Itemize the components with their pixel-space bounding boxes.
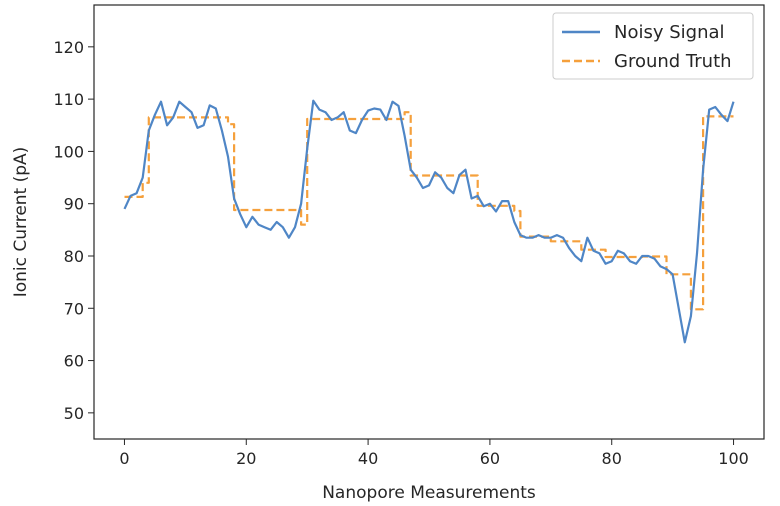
series-layer	[123, 99, 735, 344]
y-axis: 50 60 70 80 90 100 110 120	[53, 38, 94, 423]
x-tick-label: 100	[718, 449, 749, 468]
series-line-noisy-signal	[123, 99, 735, 344]
y-axis-label: Ionic Current (pA)	[11, 147, 31, 298]
plot-area-frame	[93, 4, 765, 440]
legend: Noisy Signal Ground Truth	[552, 12, 754, 80]
x-tick-label: 0	[119, 449, 129, 468]
legend-label-noisy-signal: Noisy Signal	[614, 22, 725, 43]
legend-box	[552, 12, 754, 80]
y-tick-label: 90	[64, 195, 84, 214]
x-axis-label: Nanopore Measurements	[322, 483, 536, 503]
y-tick-label: 70	[64, 299, 84, 318]
x-tick-label: 40	[358, 449, 378, 468]
y-tick-label: 110	[53, 90, 84, 109]
x-tick-label: 60	[480, 449, 500, 468]
x-tick-label: 20	[236, 449, 256, 468]
x-tick-label: 80	[602, 449, 622, 468]
series-line-ground-truth	[124, 111, 734, 311]
y-tick-label: 120	[53, 38, 84, 57]
y-tick-label: 100	[53, 142, 84, 161]
legend-label-ground-truth: Ground Truth	[614, 51, 732, 72]
x-axis: 0 20 40 60 80 100	[119, 439, 749, 468]
y-tick-label: 60	[64, 352, 84, 371]
y-tick-label: 50	[64, 404, 84, 423]
y-tick-label: 80	[64, 247, 84, 266]
